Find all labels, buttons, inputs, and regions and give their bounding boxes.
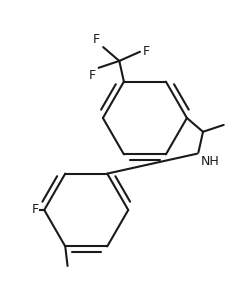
Text: F: F — [31, 204, 38, 217]
Text: F: F — [142, 45, 149, 58]
Text: F: F — [92, 33, 99, 46]
Text: NH: NH — [200, 155, 218, 168]
Text: F: F — [88, 69, 95, 82]
